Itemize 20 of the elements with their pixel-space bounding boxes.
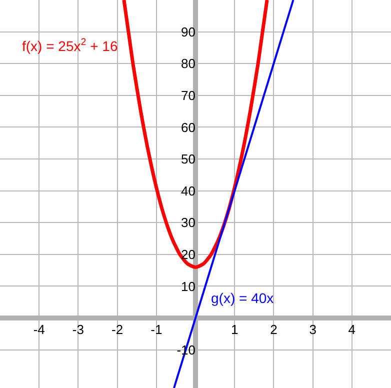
y-tick-label: 90 [181,24,196,40]
series-label: f(x) = 25x$^{2}$ + 16 [22,37,118,54]
x-tick-label: 3 [309,322,316,337]
y-tick-label: 70 [181,88,196,103]
x-tick-label: 1 [230,322,238,337]
y-tick-label: 10 [181,278,196,294]
x-tick-label: 4 [348,322,356,337]
line-series [122,0,269,269]
y-tick-label: 30 [181,215,196,230]
series-label: g(x) = 40x [211,290,274,306]
x-tick-label: -1 [150,322,162,337]
y-tick-label: 60 [181,120,196,135]
x-tick-label: -4 [33,322,45,337]
y-tick-label: 80 [181,56,196,72]
x-tick-label: -2 [112,322,124,337]
y-tick-label: 50 [181,152,196,167]
y-tick-label: 20 [181,246,196,262]
x-tick-label: 2 [270,322,278,337]
x-tick-label: -3 [72,322,84,337]
y-tick-label: 40 [181,183,196,198]
